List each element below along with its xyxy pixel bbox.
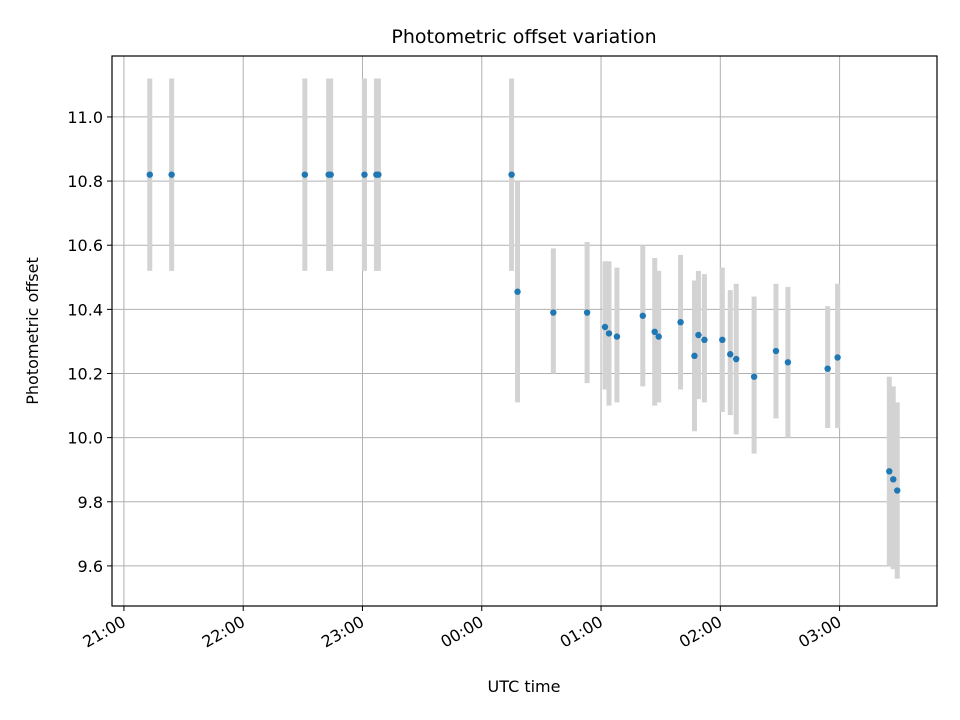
data-point — [890, 476, 897, 483]
data-point — [772, 347, 780, 355]
data-points — [146, 171, 901, 494]
data-point — [691, 352, 698, 360]
data-point — [601, 323, 609, 331]
data-point — [651, 328, 658, 336]
data-point — [605, 330, 613, 337]
y-tick-label: 10.2 — [67, 364, 103, 383]
y-axis-label: Photometric offset — [23, 257, 42, 405]
y-tick-label: 10.8 — [67, 172, 103, 191]
data-point — [550, 309, 557, 316]
y-tick-label: 9.8 — [78, 493, 103, 512]
chart-title: Photometric offset variation — [391, 26, 656, 48]
data-point — [639, 312, 646, 319]
plot-frame — [111, 55, 938, 607]
y-tick-label: 10.0 — [67, 429, 103, 448]
data-point — [824, 365, 831, 372]
data-point — [146, 171, 153, 178]
data-point — [727, 351, 734, 358]
data-point — [514, 288, 521, 295]
data-point — [894, 487, 901, 494]
y-axis-ticks: 9.6 9.8 10.0 10.2 10.4 10.6 10.8 11.0 — [67, 108, 112, 576]
data-point — [583, 309, 591, 316]
y-tick-label: 10.4 — [67, 300, 103, 319]
data-point — [750, 373, 758, 380]
data-point — [677, 318, 684, 326]
data-point — [886, 468, 893, 475]
data-point — [508, 171, 515, 178]
data-point — [168, 171, 175, 178]
data-point — [327, 171, 334, 178]
data-point — [375, 171, 382, 178]
x-axis-label: UTC time — [488, 677, 561, 696]
data-point — [719, 336, 726, 344]
data-point — [701, 336, 708, 344]
data-point — [784, 359, 792, 366]
y-tick-label: 9.6 — [78, 557, 103, 576]
data-point — [361, 171, 368, 178]
data-point — [733, 355, 740, 363]
y-tick-label: 10.6 — [67, 236, 103, 255]
y-tick-label: 11.0 — [67, 108, 103, 127]
data-point — [695, 331, 702, 339]
data-point — [655, 333, 662, 340]
data-point — [834, 354, 841, 361]
data-point — [613, 333, 621, 340]
data-point — [301, 171, 309, 178]
